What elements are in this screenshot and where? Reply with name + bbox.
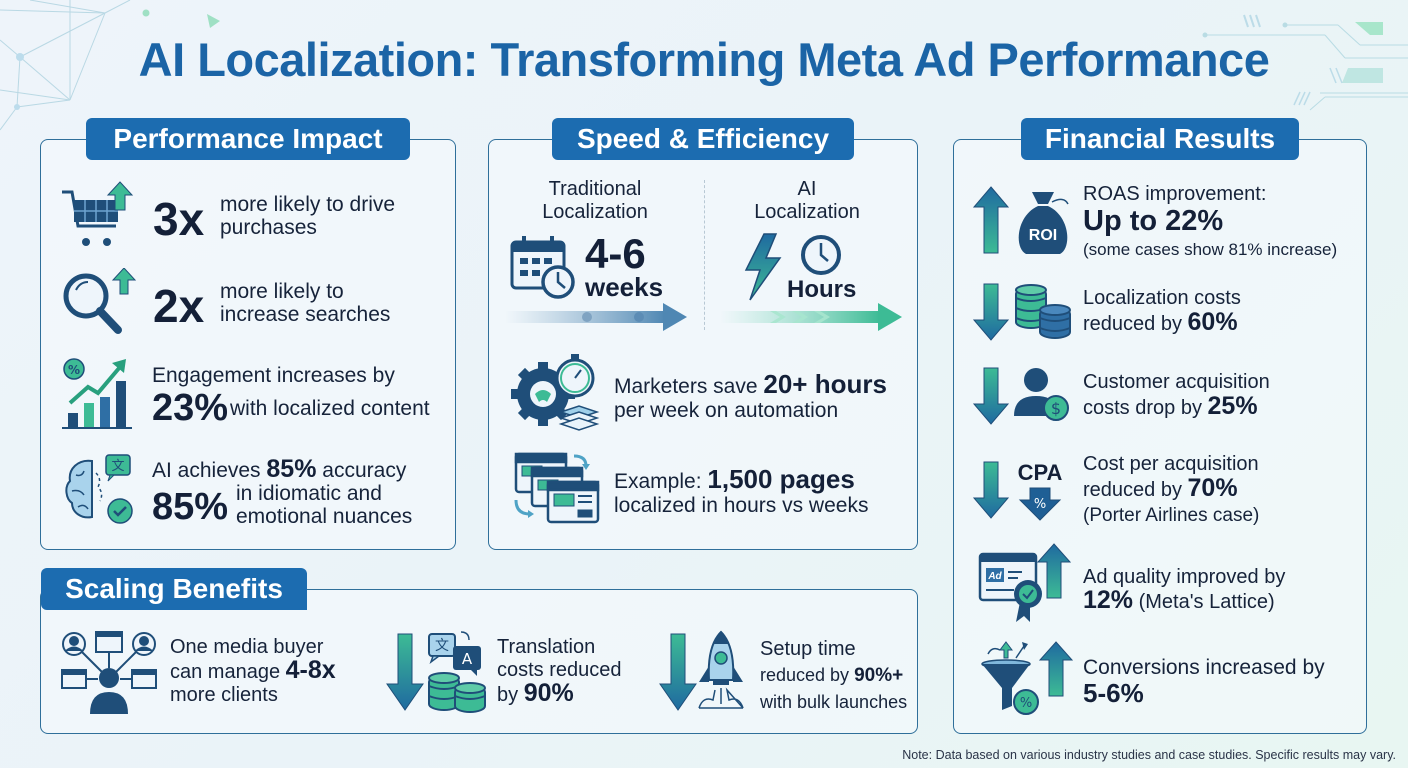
slow-progress-arrow [505,303,687,331]
svg-text:A: A [462,650,473,668]
shopping-cart-up-icon [62,181,134,246]
performance-impact-panel [40,139,456,550]
engagement-line2: with localized content [230,397,430,420]
arrow-up-icon [972,186,1010,254]
traditional-duration: 4-6 [585,230,646,277]
setup-time-text: Setup time reduced by 90%+ with bulk lau… [760,638,908,712]
searches-text: more likely to increase searches [220,280,391,326]
svg-text:%: % [68,363,80,377]
brain-translate-check-icon: 文 [65,454,133,524]
searches-multiplier: 2x [153,280,205,332]
clock-icon [801,235,841,275]
page-title: AI Localization: Transforming Meta Ad Pe… [138,33,1270,86]
svg-text:ROI: ROI [1029,227,1057,244]
translation-costs-text: Translation costs reduced by 90% [497,636,622,707]
svg-text:%: % [1034,497,1046,512]
arrow-down-icon [972,283,1010,341]
funnel-percent-icon: % [981,641,1074,715]
magnifier-up-icon [63,268,137,334]
performance-impact-header: Performance Impact [86,118,410,160]
engagement-value: 23% [152,387,229,429]
arrow-down-icon [386,633,424,711]
purchases-text: more likely to drive purchases [220,193,396,239]
media-buyer-text: One media buyer can manage 4-8x more cli… [170,636,336,706]
ai-label: AI Localization [754,178,860,223]
roas-value: Up to 22% [1083,205,1224,237]
purchases-multiplier: 3x [153,193,205,245]
divider-dashed [704,180,705,330]
pages-stack-icon [514,452,600,524]
ad-quality-line2: 12% (Meta's Lattice) [1083,586,1275,614]
customer-acquisition-line2: costs drop by 25% [1083,392,1258,420]
svg-text:Ad: Ad [987,571,1002,582]
svg-text:CPA: CPA [1018,460,1063,485]
cpa-percent-icon: CPA % [1018,460,1063,521]
ad-quality-line1: Ad quality improved by [1083,566,1286,588]
localization-costs-line2: reduced by 60% [1083,308,1238,336]
hours-saved-line2: per week on automation [614,399,839,422]
engagement-line1: Engagement increases by [152,364,395,387]
ad-quality-badge-icon: Ad [978,543,1072,622]
person-dollar-icon: $ [1014,368,1069,421]
hours-saved-line1: Marketers save 20+ hours [614,369,887,399]
accuracy-text: in idiomatic and emotional nuances [236,482,413,528]
translation-coins-icon: 文 A [428,631,486,713]
arrow-down-icon [972,367,1010,425]
media-buyer-network-icon [61,631,157,714]
lightning-icon [744,233,782,301]
roas-line3: (some cases show 81% increase) [1083,240,1338,259]
svg-text:文: 文 [111,459,124,474]
pages-example-line2: localized in hours vs weeks [614,494,869,517]
svg-text:$: $ [1051,399,1061,418]
svg-text:文: 文 [435,638,449,654]
scaling-benefits-header: Scaling Benefits [41,568,307,610]
cpa-line1: Cost per acquisition [1083,453,1259,475]
conversions-line1: Conversions increased by [1083,656,1325,679]
calendar-clock-icon [510,236,575,299]
svg-text:%: % [1020,696,1032,711]
arrow-down-icon [972,461,1010,519]
cpa-line2: reduced by 70% [1083,474,1238,502]
fast-progress-arrow [720,303,902,331]
coins-stack-icon [1015,284,1071,339]
traditional-label: Traditional Localization [542,178,648,223]
footnote: Note: Data based on various industry stu… [902,748,1396,762]
pages-example-line1: Example: 1,500 pages [614,464,855,494]
gear-stopwatch-icon [511,354,600,431]
ai-duration: Hours [787,276,857,303]
accuracy-value: 85% [152,486,229,528]
conversions-value: 5-6% [1083,678,1144,708]
money-bag-roi-icon: ROI [1018,192,1069,254]
rocket-icon [698,630,744,709]
customer-acquisition-line1: Customer acquisition [1083,371,1270,393]
localization-costs-line1: Localization costs [1083,287,1241,309]
cpa-line3: (Porter Airlines case) [1083,505,1260,526]
speed-efficiency-header: Speed & Efficiency [552,118,854,160]
arrow-down-icon [659,633,697,711]
roas-line1: ROAS improvement: [1083,183,1267,205]
growth-chart-icon: % [62,358,132,429]
accuracy-line1: AI achieves 85% accuracy [152,455,407,483]
traditional-unit: weeks [585,272,664,302]
financial-results-header: Financial Results [1021,118,1299,160]
